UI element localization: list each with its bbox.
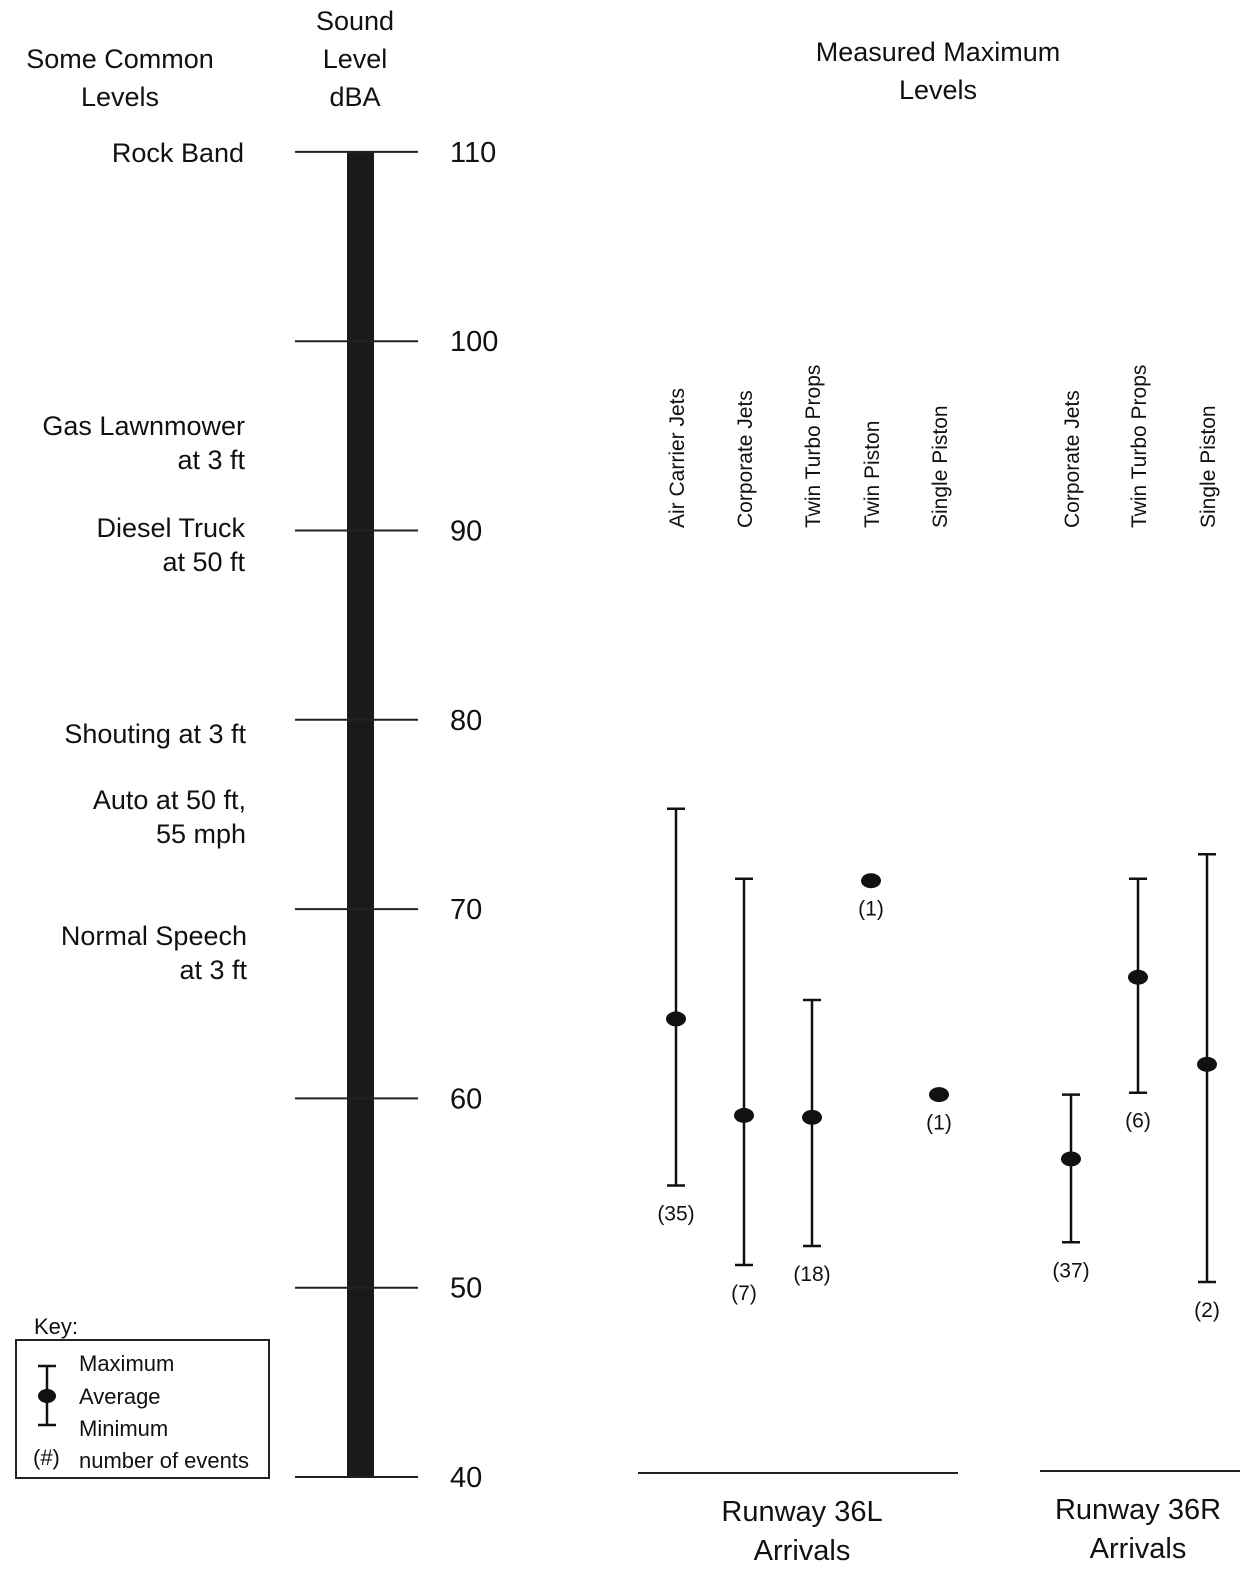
key-events-symbol: (#)	[33, 1445, 60, 1470]
scale-bar	[347, 151, 374, 1477]
group-label-runway-36r: Runway 36R Arrivals	[1018, 1491, 1254, 1569]
key-maximum-label: Maximum	[79, 1351, 175, 1376]
y-tick-label: 40	[450, 1462, 482, 1494]
common-level-line: Auto at 50 ft,	[92, 785, 246, 815]
average-point	[1128, 969, 1148, 985]
group-label-runway-36l: Runway 36L Arrivals	[652, 1493, 952, 1571]
key-minimum-label: Minimum	[79, 1416, 169, 1441]
event-count-label: (35)	[657, 1202, 694, 1225]
common-level-line: at 50 ft	[162, 547, 245, 577]
event-count-label: (7)	[731, 1282, 757, 1305]
event-count-label: (1)	[858, 898, 884, 921]
common-level-line: Gas Lawnmower	[42, 411, 245, 441]
group-label-line: Runway 36R	[1054, 1494, 1222, 1526]
sound-level-header: Sound Level dBA	[295, 2, 415, 116]
event-count-label: (2)	[1194, 1299, 1220, 1322]
average-point	[802, 1109, 822, 1125]
average-point	[666, 1011, 686, 1027]
sound-level-header-line: Sound	[315, 6, 395, 36]
average-point	[929, 1087, 949, 1103]
common-levels-header-line: Levels	[80, 82, 160, 112]
group-label-line: Arrivals	[753, 1535, 851, 1567]
common-level-line: Shouting at 3 ft	[64, 719, 246, 749]
key-average-label: Average	[79, 1384, 161, 1409]
event-count-label: (6)	[1125, 1110, 1151, 1133]
key-title: Key:	[34, 1314, 79, 1339]
common-levels-header: Some Common Levels	[0, 40, 240, 116]
event-count-label: (18)	[793, 1263, 830, 1286]
common-level-line: Rock Band	[111, 138, 244, 168]
y-tick-label: 80	[450, 705, 482, 737]
series-name-label: Corporate Jets	[734, 390, 757, 528]
measured-levels-header-line: Levels	[898, 75, 978, 105]
sound-level-header-line: Level	[322, 44, 388, 74]
group-label-line: Runway 36L	[721, 1496, 883, 1528]
common-level-diesel-truck: Diesel Truck at 50 ft	[20, 511, 245, 579]
series-name-label: Twin Turbo Props	[1128, 365, 1151, 528]
key-symbols	[38, 1364, 56, 1427]
key-events-label: number of events	[79, 1448, 249, 1473]
common-levels-header-line: Some Common	[26, 44, 214, 74]
series-name-label: Corporate Jets	[1061, 390, 1084, 528]
group-label-line: Arrivals	[1089, 1533, 1187, 1565]
y-tick-label: 90	[450, 516, 482, 548]
common-level-gas-lawnmower: Gas Lawnmower at 3 ft	[20, 409, 245, 477]
common-level-line: at 3 ft	[179, 955, 247, 985]
series-name-label: Single Piston	[929, 405, 952, 528]
measured-levels-header: Measured Maximum Levels	[738, 33, 1138, 109]
common-level-line: at 3 ft	[177, 445, 245, 475]
y-tick-label: 60	[450, 1083, 482, 1115]
measured-levels-header-line: Measured Maximum	[815, 37, 1061, 67]
common-level-line: Diesel Truck	[96, 513, 245, 543]
common-level-shouting: Shouting at 3 ft	[20, 715, 246, 753]
sound-level-axis: 110 100 90 80 70 60 50 40	[295, 137, 498, 1494]
common-level-line: 55 mph	[155, 819, 246, 849]
y-tick-label: 50	[450, 1273, 482, 1305]
common-level-line: Normal Speech	[60, 921, 247, 951]
series-name-label: Single Piston	[1197, 405, 1220, 528]
average-point	[861, 873, 881, 889]
average-point	[1061, 1151, 1081, 1167]
average-point	[1197, 1056, 1217, 1072]
event-count-label: (1)	[926, 1112, 952, 1135]
y-tick-label: 110	[450, 137, 496, 169]
event-count-label: (37)	[1052, 1259, 1089, 1282]
key-average-point	[38, 1389, 56, 1403]
common-level-auto: Auto at 50 ft, 55 mph	[20, 783, 246, 851]
y-tick-label: 100	[450, 326, 498, 358]
series-name-label: Air Carrier Jets	[666, 388, 689, 528]
measured-levels-marks: (35) Air Carrier Jets (7) Corporate Jets (18…	[638, 365, 1240, 1474]
y-tick-label: 70	[450, 894, 482, 926]
common-level-normal-speech: Normal Speech at 3 ft	[20, 919, 247, 987]
key-box: Maximum Average Minimum (#) number of ev…	[15, 1339, 270, 1479]
average-point	[734, 1107, 754, 1123]
series-name-label: Twin Piston	[861, 421, 884, 528]
common-level-rock-band: Rock Band	[20, 134, 244, 172]
series-name-label: Twin Turbo Props	[802, 365, 825, 528]
sound-level-header-line: dBA	[329, 82, 381, 112]
